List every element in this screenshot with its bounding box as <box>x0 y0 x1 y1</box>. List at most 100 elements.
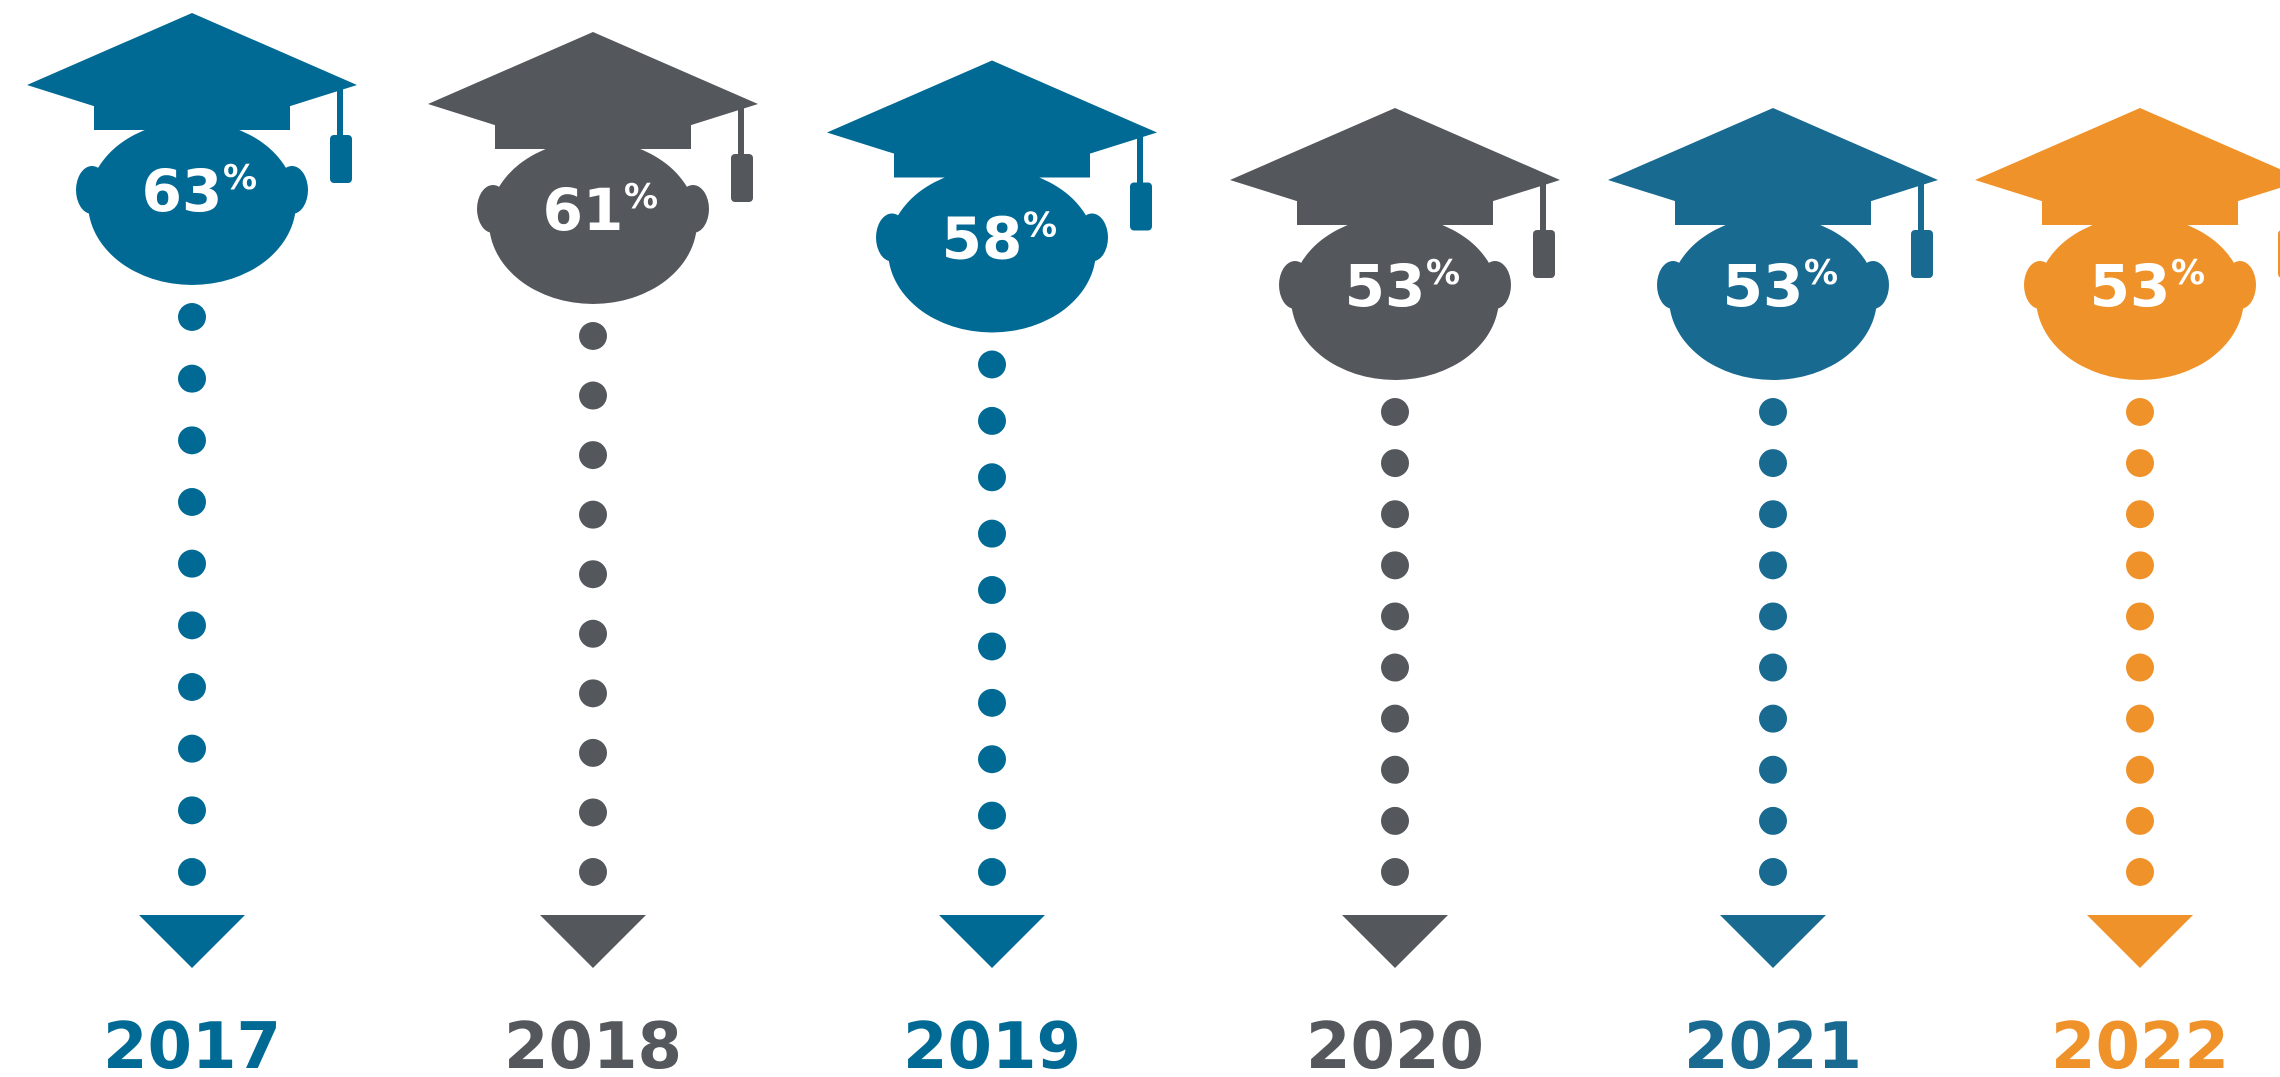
timeline-dot <box>1381 653 1409 682</box>
timeline-dot <box>978 745 1006 774</box>
timeline-dot <box>978 576 1006 605</box>
tassel-icon <box>330 135 352 183</box>
year-label: 2022 <box>2051 1010 2229 1077</box>
timeline-dot <box>579 798 607 827</box>
timeline-dot <box>2126 602 2154 631</box>
percent-sign: % <box>1023 206 1057 246</box>
timeline-dot <box>579 441 607 470</box>
ear-right <box>1076 213 1108 262</box>
timeline-dot <box>1759 755 1787 784</box>
timeline-dot <box>579 500 607 529</box>
timeline-dot <box>1381 602 1409 631</box>
timeline-dot <box>978 350 1006 379</box>
timeline-dot <box>2126 551 2154 580</box>
tassel-cord <box>1540 180 1546 235</box>
timeline-dot <box>1759 653 1787 682</box>
down-arrow-icon <box>139 915 245 968</box>
year-label: 2018 <box>504 1010 682 1077</box>
timeline-dot <box>978 858 1006 886</box>
tassel-cord <box>738 104 744 159</box>
timeline-dot <box>2126 755 2154 784</box>
value-label: 58 <box>942 205 1023 273</box>
timeline-dot <box>579 560 607 589</box>
year-column-2017: 63 % 2017 <box>27 13 357 1077</box>
percent-sign: % <box>1804 253 1838 293</box>
value-label: 63 <box>142 157 223 225</box>
down-arrow-icon <box>939 915 1045 968</box>
timeline-dot <box>978 519 1006 548</box>
ear-left <box>876 213 908 262</box>
ear-left <box>477 185 509 233</box>
timeline-dot <box>1759 858 1787 886</box>
timeline-dot <box>178 488 206 516</box>
timeline-dot <box>2126 449 2154 478</box>
year-column-2018: 61 % 2018 <box>428 32 758 1077</box>
timeline-dot <box>579 381 607 410</box>
ear-right <box>2224 261 2256 309</box>
down-arrow-icon <box>1720 915 1826 968</box>
year-column-2022: 53 % 2022 <box>1975 108 2280 1077</box>
ear-left <box>76 166 108 214</box>
timeline-dot <box>2126 704 2154 733</box>
value-label: 53 <box>1723 252 1804 320</box>
ear-right <box>1857 261 1889 309</box>
value-label: 61 <box>543 176 624 244</box>
ear-right <box>1479 261 1511 309</box>
down-arrow-icon <box>540 915 646 968</box>
year-label: 2019 <box>903 1010 1081 1077</box>
timeline-dot <box>978 801 1006 830</box>
timeline-dot <box>1381 755 1409 784</box>
timeline-dot <box>579 679 607 708</box>
timeline-dot <box>978 406 1006 435</box>
timeline-dot <box>1759 398 1787 426</box>
down-arrow-icon <box>1342 915 1448 968</box>
timeline-dot <box>1759 806 1787 835</box>
year-label: 2017 <box>103 1010 281 1077</box>
timeline-dot <box>978 632 1006 661</box>
value-label: 53 <box>2090 252 2171 320</box>
head-icon <box>489 140 697 304</box>
timeline-dot <box>579 738 607 767</box>
tassel-icon <box>1911 230 1933 278</box>
timeline-dot <box>2126 500 2154 529</box>
timeline-dot <box>1759 704 1787 733</box>
timeline-dot <box>579 322 607 350</box>
down-arrow-icon <box>2087 915 2193 968</box>
timeline-dot <box>1759 449 1787 478</box>
ear-right <box>677 185 709 233</box>
year-label: 2020 <box>1306 1010 1484 1077</box>
percent-sign: % <box>2171 253 2205 293</box>
timeline-dot <box>178 364 206 393</box>
ear-right <box>276 166 308 214</box>
timeline-dot <box>1381 500 1409 529</box>
timeline-dot <box>178 549 206 578</box>
timeline-dot <box>579 619 607 648</box>
value-label: 53 <box>1345 252 1426 320</box>
timeline-dot <box>579 858 607 886</box>
timeline-dot <box>178 734 206 763</box>
year-column-2019: 58 % 2019 <box>827 60 1157 1077</box>
timeline-dot <box>2126 653 2154 682</box>
percent-sign: % <box>624 177 658 217</box>
timeline-dot <box>1381 449 1409 478</box>
tassel-icon <box>1533 230 1555 278</box>
year-column-2021: 53 % 2021 <box>1608 108 1938 1077</box>
timeline-dot <box>1381 704 1409 733</box>
timeline-dot <box>178 303 206 331</box>
timeline-dot <box>2126 806 2154 835</box>
timeline-dot <box>178 796 206 825</box>
head-icon <box>1669 216 1877 380</box>
timeline-dot <box>1381 551 1409 580</box>
tassel-cord <box>337 85 343 140</box>
ear-left <box>2024 261 2056 309</box>
head-icon <box>1291 216 1499 380</box>
timeline-dot <box>178 611 206 640</box>
timeline-dot <box>178 426 206 455</box>
head-icon <box>888 168 1096 333</box>
tassel-icon <box>1130 182 1152 231</box>
timeline-dot <box>1381 398 1409 426</box>
ear-left <box>1279 261 1311 309</box>
timeline-dot <box>1381 858 1409 886</box>
timeline-dot <box>2126 398 2154 426</box>
